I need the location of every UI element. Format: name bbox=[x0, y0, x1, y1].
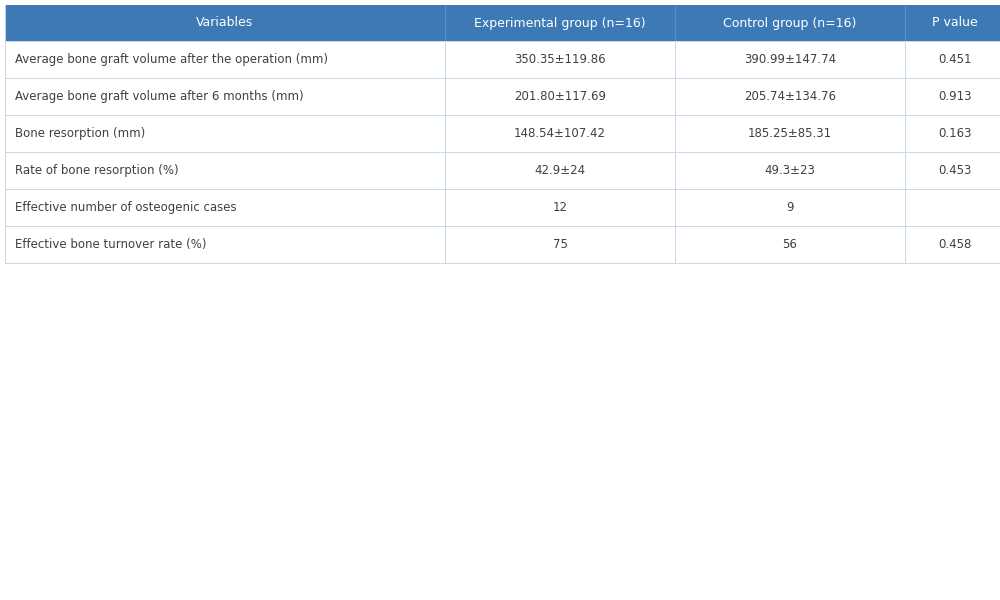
Text: 185.25±85.31: 185.25±85.31 bbox=[748, 127, 832, 140]
Bar bbox=[5, 226, 1000, 263]
Text: 12: 12 bbox=[552, 201, 568, 214]
Text: 350.35±119.86: 350.35±119.86 bbox=[514, 53, 606, 66]
Text: 75: 75 bbox=[553, 238, 567, 251]
Text: Average bone graft volume after the operation (mm): Average bone graft volume after the oper… bbox=[15, 53, 328, 66]
Text: 0.453: 0.453 bbox=[938, 164, 972, 177]
Text: 148.54±107.42: 148.54±107.42 bbox=[514, 127, 606, 140]
Text: Experimental group (n=16): Experimental group (n=16) bbox=[474, 16, 646, 29]
Bar bbox=[5, 5, 1000, 41]
Bar bbox=[5, 115, 1000, 152]
Text: 201.80±117.69: 201.80±117.69 bbox=[514, 90, 606, 103]
Text: 390.99±147.74: 390.99±147.74 bbox=[744, 53, 836, 66]
Bar bbox=[5, 152, 1000, 189]
Bar bbox=[5, 189, 1000, 226]
Text: Effective number of osteogenic cases: Effective number of osteogenic cases bbox=[15, 201, 237, 214]
Text: Bone resorption (mm): Bone resorption (mm) bbox=[15, 127, 145, 140]
Text: 49.3±23: 49.3±23 bbox=[765, 164, 815, 177]
Text: 0.163: 0.163 bbox=[938, 127, 972, 140]
Text: 9: 9 bbox=[786, 201, 794, 214]
Bar bbox=[5, 78, 1000, 115]
Text: P value: P value bbox=[932, 16, 978, 29]
Text: 205.74±134.76: 205.74±134.76 bbox=[744, 90, 836, 103]
Text: 56: 56 bbox=[783, 238, 797, 251]
Text: 42.9±24: 42.9±24 bbox=[534, 164, 586, 177]
Text: Variables: Variables bbox=[196, 16, 254, 29]
Text: Average bone graft volume after 6 months (mm): Average bone graft volume after 6 months… bbox=[15, 90, 304, 103]
Text: Effective bone turnover rate (%): Effective bone turnover rate (%) bbox=[15, 238, 207, 251]
Text: 0.458: 0.458 bbox=[938, 238, 972, 251]
Text: 0.913: 0.913 bbox=[938, 90, 972, 103]
Text: Rate of bone resorption (%): Rate of bone resorption (%) bbox=[15, 164, 179, 177]
Text: Control group (n=16): Control group (n=16) bbox=[723, 16, 857, 29]
Text: 0.451: 0.451 bbox=[938, 53, 972, 66]
Bar bbox=[5, 41, 1000, 78]
